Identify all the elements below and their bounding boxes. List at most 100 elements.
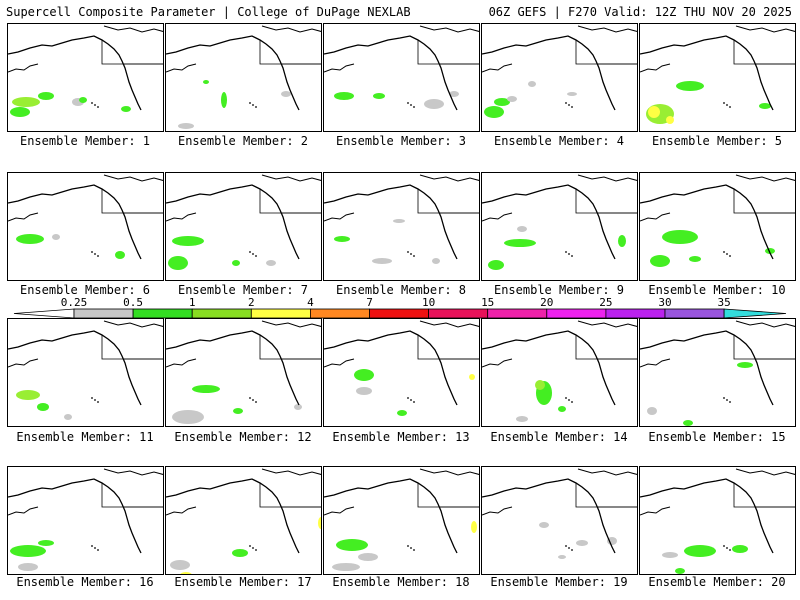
scp-contour	[759, 103, 771, 109]
ensemble-map-3	[323, 23, 480, 132]
arctic-coastline	[735, 25, 795, 33]
arctic-coastline	[735, 320, 795, 328]
hawaii-island	[255, 255, 257, 257]
hawaii-island	[91, 397, 93, 399]
political-border	[733, 483, 795, 508]
hawaii-island	[91, 545, 93, 547]
coastline	[640, 478, 774, 554]
hawaii-island	[249, 545, 251, 547]
scp-contour	[648, 106, 660, 118]
color-scale: 0.25 0.5 1 2 4 7 10 15 20 25 30 35	[0, 296, 800, 320]
hawaii-island	[723, 102, 725, 104]
map-canvas	[482, 174, 637, 270]
coastline	[482, 478, 616, 554]
ensemble-map-17	[165, 466, 322, 575]
political-border	[259, 40, 321, 65]
coastline	[640, 330, 774, 406]
hawaii-island	[410, 547, 412, 549]
scp-contour	[558, 406, 566, 412]
political-border	[417, 335, 479, 360]
scale-tick-label: 7	[366, 296, 373, 309]
scp-contour	[675, 568, 685, 574]
scp-contour	[233, 408, 243, 414]
member-label: Ensemble Member: 15	[648, 430, 786, 444]
hawaii-island	[97, 255, 99, 257]
ensemble-map-16	[7, 466, 164, 575]
coastline	[324, 358, 355, 368]
political-border	[417, 40, 479, 65]
political-border	[259, 335, 321, 360]
hawaii-island	[255, 549, 257, 551]
scale-segment	[664, 308, 725, 319]
map-canvas	[166, 468, 321, 574]
map-canvas	[640, 174, 795, 267]
coastline	[482, 330, 616, 406]
member-label: Ensemble Member: 20	[648, 575, 786, 589]
hawaii-island	[571, 106, 573, 108]
scp-contour	[689, 256, 701, 262]
hawaii-island	[91, 251, 93, 253]
political-border	[575, 189, 637, 214]
scp-contour	[504, 239, 536, 247]
scp-contour	[535, 380, 545, 390]
ensemble-map-8	[323, 172, 480, 281]
political-border	[259, 189, 321, 214]
arctic-coastline	[577, 174, 637, 182]
scp-contour	[221, 92, 227, 108]
hawaii-island	[94, 253, 96, 255]
coastline	[482, 212, 513, 222]
coastline	[324, 478, 458, 554]
map-canvas	[324, 25, 479, 111]
coastline	[324, 212, 355, 222]
arctic-coastline	[261, 468, 321, 476]
political-border	[101, 483, 163, 508]
arctic-coastline	[261, 25, 321, 33]
map-canvas	[482, 25, 637, 118]
hawaii-island	[565, 251, 567, 253]
scp-contour	[232, 549, 248, 557]
arctic-coastline	[261, 174, 321, 182]
arctic-coastline	[577, 320, 637, 328]
coastline	[166, 506, 197, 516]
scp-contour	[662, 230, 698, 244]
member-label: Ensemble Member: 11	[16, 430, 154, 444]
ensemble-map-5	[639, 23, 796, 132]
arctic-coastline	[419, 25, 479, 33]
scp-contour	[115, 251, 125, 259]
scale-tick-label: 20	[540, 296, 553, 309]
political-border	[101, 40, 163, 65]
hawaii-island	[571, 549, 573, 551]
scale-segment	[605, 308, 666, 319]
arctic-coastline	[419, 174, 479, 182]
member-label: Ensemble Member: 12	[174, 430, 312, 444]
scale-segment	[369, 308, 429, 319]
hawaii-island	[729, 255, 731, 257]
scp-contour	[281, 91, 291, 97]
member-label: Ensemble Member: 4	[493, 134, 625, 148]
hawaii-island	[413, 549, 415, 551]
ensemble-map-10	[639, 172, 796, 281]
scp-contour	[517, 226, 527, 232]
run-valid-time: 06Z GEFS | F270 Valid: 12Z THU NOV 20 20…	[488, 5, 792, 19]
hawaii-island	[723, 397, 725, 399]
map-canvas	[8, 25, 163, 117]
member-label: Ensemble Member: 3	[335, 134, 467, 148]
hawaii-island	[252, 253, 254, 255]
coastline	[166, 184, 300, 260]
map-canvas	[640, 468, 795, 574]
coastline	[166, 478, 300, 554]
scp-contour	[494, 98, 510, 106]
scp-contour	[170, 560, 190, 570]
scp-contour	[12, 97, 40, 107]
scp-contour	[469, 374, 475, 380]
map-canvas	[8, 468, 163, 571]
scp-contour	[38, 540, 54, 546]
hawaii-island	[94, 547, 96, 549]
scale-tick-label: 4	[307, 296, 314, 309]
scp-contour	[16, 390, 40, 400]
hawaii-island	[249, 251, 251, 253]
member-label: Ensemble Member: 5	[651, 134, 783, 148]
scp-contour	[684, 545, 716, 557]
scale-tick-label: 2	[248, 296, 255, 309]
coastline	[8, 506, 39, 516]
